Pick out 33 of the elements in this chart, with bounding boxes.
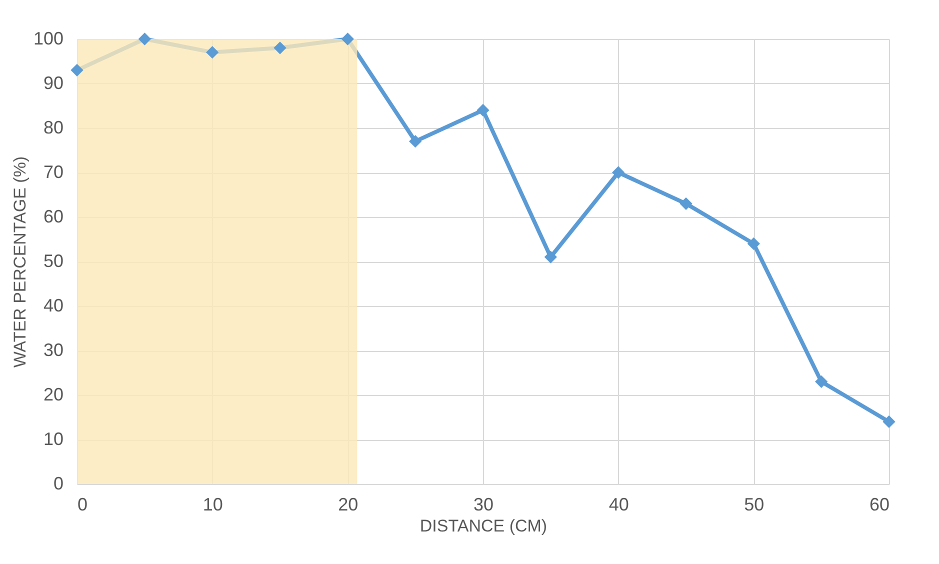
y-tick-label: 30 — [43, 340, 64, 360]
point — [544, 250, 557, 264]
y-tick-label: 40 — [43, 296, 64, 316]
point — [409, 135, 422, 148]
x-tick-label: 0 — [78, 494, 88, 514]
x-tick-label: 50 — [744, 494, 764, 514]
point — [680, 197, 692, 210]
point — [476, 104, 490, 117]
y-axis-title: WATER PERCENTAGE (%) — [10, 156, 30, 368]
point — [274, 42, 286, 54]
x-tick-label: 60 — [869, 494, 890, 514]
point — [138, 32, 151, 46]
point — [206, 46, 219, 59]
y-tick-label: 50 — [43, 251, 64, 271]
y-tick-label: 10 — [43, 429, 64, 449]
x-tick-label: 20 — [338, 494, 358, 514]
y-tick-label: 100 — [33, 28, 64, 48]
x-tick-label: 10 — [202, 494, 223, 514]
y-tick-label: 80 — [43, 118, 64, 138]
y-tick-label: 60 — [43, 206, 64, 226]
x-tick-label: 40 — [608, 494, 629, 514]
point — [70, 64, 84, 76]
y-tick-label: 20 — [43, 384, 64, 404]
point — [815, 375, 828, 388]
y-tick-label: 0 — [53, 474, 64, 494]
y-tick-label: 70 — [43, 162, 64, 182]
y-tick-label: 90 — [43, 73, 64, 93]
x-tick-label: 30 — [473, 494, 494, 514]
point — [747, 237, 760, 250]
point — [341, 32, 354, 46]
x-axis-title: DISTANCE (CM) — [420, 516, 548, 536]
point — [612, 166, 625, 179]
point — [882, 415, 896, 428]
